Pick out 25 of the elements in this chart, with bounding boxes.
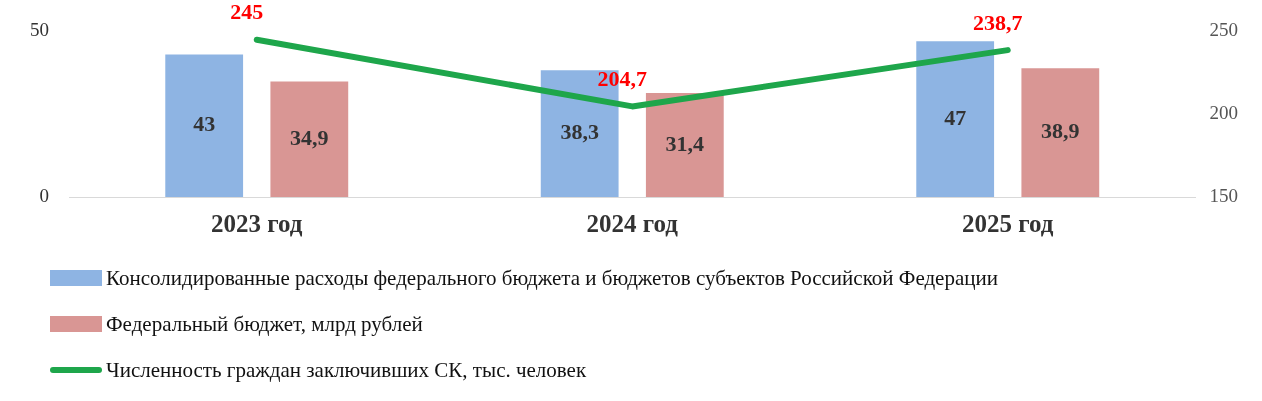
- data-label: 47: [944, 104, 967, 130]
- legend-label: Консолидированные расходы федерального бюджета и бюджетов субъектов Российской Федерации: [106, 265, 998, 291]
- y2-tick-label: 200: [1209, 102, 1238, 124]
- x-tick-label: 2025 год: [962, 210, 1054, 238]
- bar: [165, 54, 244, 197]
- bar: [645, 93, 724, 197]
- y-tick-label: 50: [30, 19, 49, 41]
- data-label: 204,7: [597, 66, 647, 92]
- legend-label: Численность граждан заключивших СК, тыс. человек: [106, 357, 587, 383]
- y2-tick-label: 250: [1209, 19, 1238, 41]
- data-label: 43: [193, 111, 216, 137]
- x-tick-label: 2024 год: [586, 210, 679, 238]
- data-label: 38,3: [560, 119, 599, 145]
- data-label: 38,9: [1041, 118, 1080, 144]
- legend-label: Федеральный бюджет, млрд рублей: [106, 311, 423, 337]
- data-label: 34,9: [290, 124, 329, 150]
- bar: [916, 41, 995, 197]
- bar: [1021, 68, 1100, 197]
- x-tick-label: 2023 год: [211, 210, 303, 238]
- bar: [270, 81, 349, 197]
- data-label: 238,7: [973, 9, 1023, 35]
- y2-tick-label: 150: [1209, 184, 1238, 206]
- data-label: 31,4: [665, 130, 705, 156]
- y-tick-label: 0: [39, 184, 49, 206]
- data-label: 245: [230, 0, 264, 25]
